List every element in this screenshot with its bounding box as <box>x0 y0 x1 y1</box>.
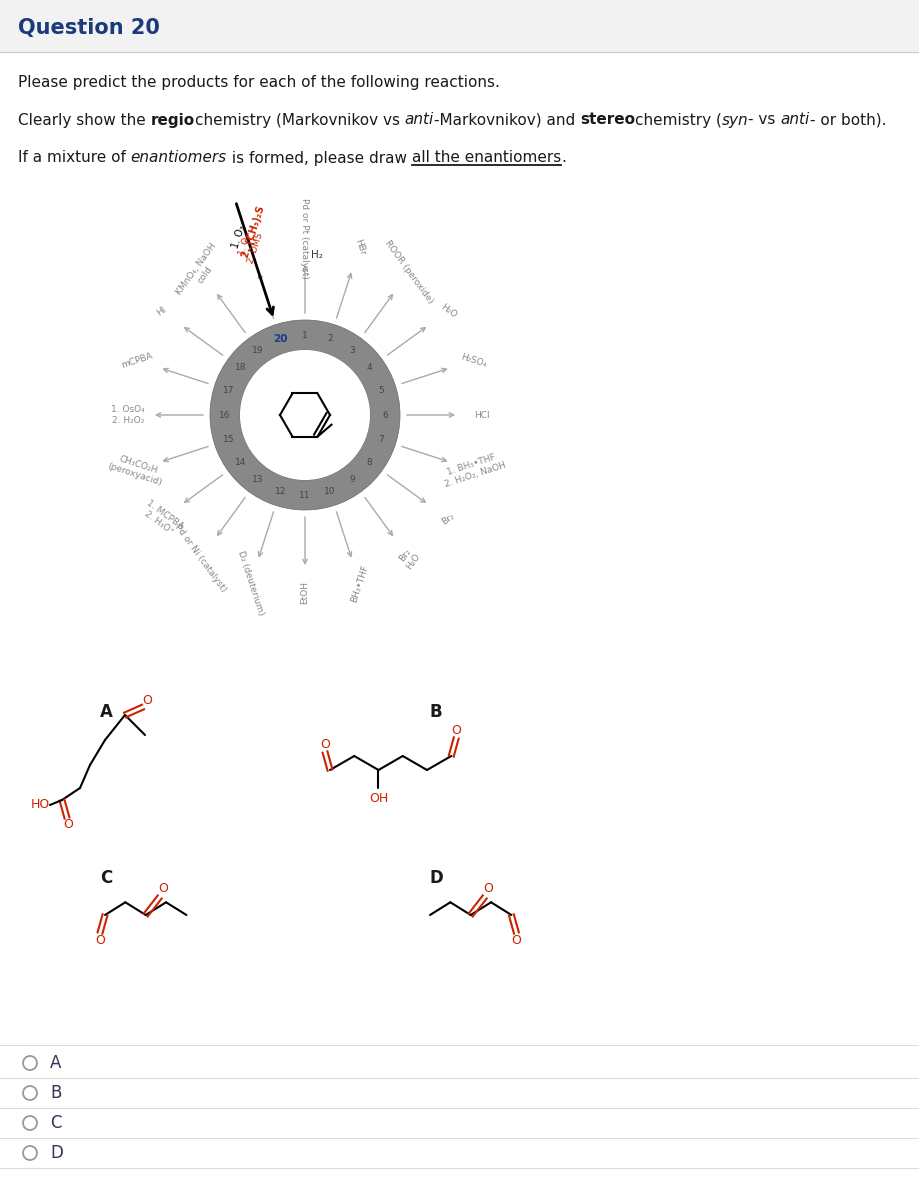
Text: 1. OsO₄
2. H₂O₂: 1. OsO₄ 2. H₂O₂ <box>111 406 144 425</box>
Text: EtOH: EtOH <box>301 581 309 604</box>
Circle shape <box>23 1146 37 1160</box>
Text: O: O <box>157 882 167 895</box>
Text: 5: 5 <box>378 385 383 395</box>
Text: all the enantiomers: all the enantiomers <box>412 150 561 166</box>
Text: A: A <box>50 1054 62 1072</box>
Text: 2. (CH₃)₂S: 2. (CH₃)₂S <box>241 205 267 259</box>
Text: is formed, please draw: is formed, please draw <box>227 150 412 166</box>
Text: anti: anti <box>404 113 434 127</box>
Text: 3: 3 <box>349 346 355 355</box>
Text: HBr: HBr <box>353 238 366 256</box>
Text: O: O <box>142 695 152 708</box>
Text: 8: 8 <box>367 457 372 467</box>
Text: regio: regio <box>151 113 195 127</box>
Text: .: . <box>561 150 565 166</box>
Text: Br₂: Br₂ <box>439 511 456 527</box>
Text: - or both).: - or both). <box>809 113 886 127</box>
Text: Please predict the products for each of the following reactions.: Please predict the products for each of … <box>18 74 499 90</box>
Text: 1. MCPBA
2. H₃O⁺: 1. MCPBA 2. H₃O⁺ <box>139 498 185 540</box>
Text: 6: 6 <box>381 410 388 420</box>
Text: 9: 9 <box>349 475 355 485</box>
Text: 20: 20 <box>273 334 288 344</box>
Text: O: O <box>451 724 460 737</box>
Text: ROOR (peroxide): ROOR (peroxide) <box>382 239 435 305</box>
Text: O: O <box>95 935 105 948</box>
Text: H₂SO₄: H₂SO₄ <box>459 352 487 368</box>
Text: BH₃•THF: BH₃•THF <box>349 563 369 604</box>
Text: If a mixture of: If a mixture of <box>18 150 130 166</box>
Text: chemistry (: chemistry ( <box>634 113 721 127</box>
Text: D₂ (deuterium): D₂ (deuterium) <box>235 550 265 617</box>
Text: 1: 1 <box>301 330 308 340</box>
Text: 1. BH₃•THF
2. H₂O₂, NaOH: 1. BH₃•THF 2. H₂O₂, NaOH <box>439 450 506 488</box>
Text: HCl: HCl <box>473 410 489 420</box>
Text: 1. O₃
2. DMS: 1. O₃ 2. DMS <box>236 228 264 265</box>
Text: 19: 19 <box>252 346 264 355</box>
Text: chemistry (Markovnikov vs: chemistry (Markovnikov vs <box>195 113 404 127</box>
Wedge shape <box>210 320 400 510</box>
Text: O: O <box>63 818 73 832</box>
Text: 13: 13 <box>252 475 264 485</box>
Text: Br₂
H₂O: Br₂ H₂O <box>396 546 422 571</box>
Text: D: D <box>50 1144 62 1162</box>
Text: H₂: H₂ <box>311 250 323 260</box>
Text: enantiomers: enantiomers <box>130 150 227 166</box>
Text: 7: 7 <box>378 436 383 444</box>
Text: 14: 14 <box>234 457 245 467</box>
Text: O: O <box>511 935 521 948</box>
Circle shape <box>23 1116 37 1130</box>
Text: - vs: - vs <box>748 113 780 127</box>
Text: HI: HI <box>155 305 168 317</box>
Text: 17: 17 <box>223 385 234 395</box>
Text: D: D <box>429 869 443 887</box>
Text: H₂O: H₂O <box>438 302 458 319</box>
Text: 10: 10 <box>323 486 335 496</box>
Text: 15: 15 <box>223 436 234 444</box>
Text: B: B <box>429 703 442 721</box>
Circle shape <box>23 1086 37 1100</box>
Text: 18: 18 <box>234 364 245 372</box>
Text: CH₃CO₂H
(peroxyacid): CH₃CO₂H (peroxyacid) <box>107 451 166 487</box>
Text: Question 20: Question 20 <box>18 18 160 38</box>
Text: 4: 4 <box>367 364 372 372</box>
Text: O: O <box>320 738 330 750</box>
Text: anti: anti <box>780 113 809 127</box>
Text: stereo: stereo <box>579 113 634 127</box>
Circle shape <box>23 1056 37 1070</box>
Text: KMnO₄, NaOH
cold: KMnO₄, NaOH cold <box>175 241 227 302</box>
Text: B: B <box>50 1084 62 1102</box>
Text: Pd or Pt (catalyst): Pd or Pt (catalyst) <box>301 198 309 278</box>
Text: 2: 2 <box>326 335 332 343</box>
Text: C: C <box>50 1114 62 1132</box>
Text: C: C <box>100 869 112 887</box>
Text: 1. O₃: 1. O₃ <box>230 224 247 250</box>
Text: Clearly show the: Clearly show the <box>18 113 151 127</box>
Text: syn: syn <box>721 113 748 127</box>
Text: mCPBA: mCPBA <box>119 350 153 370</box>
Text: 16: 16 <box>219 410 231 420</box>
Text: 11: 11 <box>299 491 311 499</box>
Text: 12: 12 <box>274 486 286 496</box>
Text: A: A <box>100 703 113 721</box>
Text: Pd or Ni (catalyst): Pd or Ni (catalyst) <box>174 523 228 594</box>
Text: O: O <box>482 882 492 895</box>
Text: OH: OH <box>369 792 388 804</box>
Text: -Markovnikov) and: -Markovnikov) and <box>434 113 579 127</box>
Circle shape <box>240 350 369 480</box>
Text: HO: HO <box>30 798 50 811</box>
